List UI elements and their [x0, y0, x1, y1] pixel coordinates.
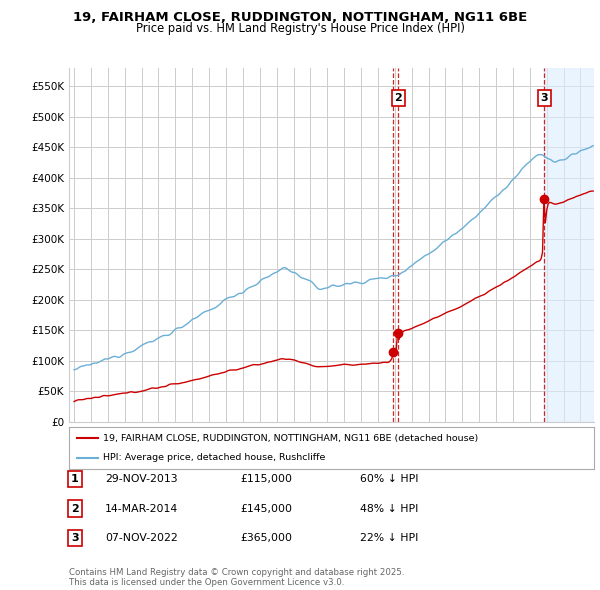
Text: 14-MAR-2014: 14-MAR-2014 — [105, 504, 178, 513]
Text: £365,000: £365,000 — [240, 533, 292, 543]
Text: 19, FAIRHAM CLOSE, RUDDINGTON, NOTTINGHAM, NG11 6BE: 19, FAIRHAM CLOSE, RUDDINGTON, NOTTINGHA… — [73, 11, 527, 24]
Text: 22% ↓ HPI: 22% ↓ HPI — [360, 533, 418, 543]
Text: 07-NOV-2022: 07-NOV-2022 — [105, 533, 178, 543]
Text: HPI: Average price, detached house, Rushcliffe: HPI: Average price, detached house, Rush… — [103, 453, 325, 462]
Text: 3: 3 — [541, 93, 548, 103]
Text: 2: 2 — [394, 93, 402, 103]
Bar — [544, 68, 594, 422]
Text: Contains HM Land Registry data © Crown copyright and database right 2025.
This d: Contains HM Land Registry data © Crown c… — [69, 568, 404, 587]
Text: Price paid vs. HM Land Registry's House Price Index (HPI): Price paid vs. HM Land Registry's House … — [136, 22, 464, 35]
Text: 2: 2 — [71, 504, 79, 513]
Text: 3: 3 — [71, 533, 79, 543]
Text: 19, FAIRHAM CLOSE, RUDDINGTON, NOTTINGHAM, NG11 6BE (detached house): 19, FAIRHAM CLOSE, RUDDINGTON, NOTTINGHA… — [103, 434, 478, 442]
Text: 29-NOV-2013: 29-NOV-2013 — [105, 474, 178, 484]
Text: 60% ↓ HPI: 60% ↓ HPI — [360, 474, 419, 484]
Text: 1: 1 — [71, 474, 79, 484]
Text: £145,000: £145,000 — [240, 504, 292, 513]
Text: 48% ↓ HPI: 48% ↓ HPI — [360, 504, 418, 513]
Text: £115,000: £115,000 — [240, 474, 292, 484]
